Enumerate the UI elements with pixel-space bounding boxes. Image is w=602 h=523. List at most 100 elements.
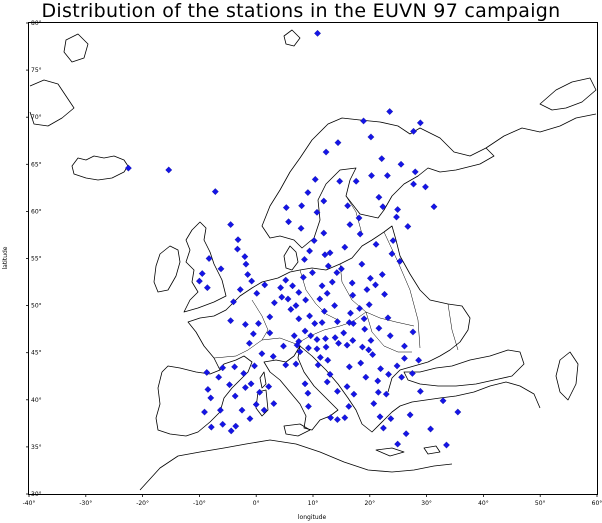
y-tick-label: 55° <box>31 256 42 263</box>
station-marker <box>362 373 370 381</box>
station-marker <box>203 369 211 376</box>
station-marker <box>238 406 246 414</box>
station-marker <box>334 139 342 147</box>
x-tick-label: -20° <box>136 500 149 507</box>
station-marker <box>323 289 331 297</box>
station-marker <box>124 164 132 172</box>
station-marker <box>324 262 332 270</box>
station-marker <box>348 279 356 287</box>
station-marker <box>363 286 371 293</box>
y-tick-label: 45° <box>31 350 42 357</box>
station-marker <box>372 240 380 248</box>
x-tick-label: 10° <box>308 500 319 507</box>
station-marker <box>217 406 224 414</box>
station-marker <box>386 332 394 340</box>
station-marker <box>204 386 212 393</box>
station-marker <box>393 213 400 221</box>
station-marker <box>336 177 344 185</box>
station-marker <box>416 387 424 395</box>
station-marker <box>227 427 235 435</box>
station-marker <box>241 253 249 261</box>
station-marker <box>240 370 248 377</box>
x-tick-label: 60° <box>592 500 602 507</box>
station-marker <box>314 29 321 37</box>
station-marker <box>352 177 360 185</box>
station-marker <box>349 320 357 327</box>
y-axis-ticks: 30° 35° 40° 45° 50° 55° 60° 65° 70° 75° 80° <box>26 20 42 498</box>
station-marker <box>322 335 329 342</box>
station-marker <box>203 284 211 292</box>
station-marker <box>367 133 375 141</box>
station-marker <box>368 172 375 180</box>
station-marker <box>427 425 434 433</box>
station-marker <box>285 218 292 226</box>
station-marker <box>278 293 286 301</box>
station-marker <box>367 337 375 344</box>
station-marker <box>377 365 385 373</box>
station-marker <box>324 356 332 364</box>
station-marker <box>387 415 395 423</box>
station-marker <box>410 180 417 188</box>
station-marker <box>358 260 366 268</box>
station-marker <box>349 337 357 344</box>
station-marker <box>301 256 308 263</box>
station-marker <box>282 204 290 212</box>
station-marker <box>282 276 290 284</box>
station-marker <box>415 356 423 364</box>
station-marker <box>198 270 206 277</box>
station-marker <box>355 214 363 222</box>
station-marker <box>287 305 295 313</box>
station-marker <box>304 189 312 196</box>
y-tick-label: 80° <box>31 20 42 27</box>
station-marker <box>404 223 412 230</box>
station-marker <box>266 329 274 337</box>
station-marker <box>297 224 305 232</box>
station-marker <box>388 250 396 258</box>
station-marker <box>356 230 364 238</box>
station-marker <box>244 271 252 278</box>
station-marker <box>266 313 274 321</box>
station-marker <box>320 307 328 315</box>
station-marker <box>316 295 324 303</box>
station-marker <box>234 236 242 244</box>
station-marker <box>374 388 382 396</box>
station-marker <box>309 269 316 277</box>
station-marker <box>282 361 290 369</box>
station-marker <box>252 401 260 408</box>
station-marker <box>241 384 249 391</box>
station-marker <box>217 265 225 273</box>
station-marker <box>265 383 273 391</box>
station-marker <box>322 148 330 156</box>
station-marker <box>375 193 383 201</box>
station-marker <box>385 370 392 378</box>
station-marker <box>378 271 386 278</box>
station-marker <box>334 318 341 326</box>
station-marker <box>307 332 315 340</box>
station-marker <box>409 328 417 336</box>
station-marker <box>205 255 213 262</box>
station-marker <box>393 362 401 370</box>
station-marker <box>234 245 241 253</box>
station-marker <box>292 302 300 310</box>
station-marker <box>295 315 303 323</box>
station-marker <box>379 203 387 211</box>
station-marker <box>296 348 304 356</box>
station-marker <box>347 309 354 317</box>
station-marker <box>394 206 402 213</box>
station-marker <box>402 430 410 438</box>
station-marker <box>366 274 374 282</box>
station-marker <box>201 408 208 416</box>
station-marker <box>341 243 349 251</box>
station-marker <box>326 249 334 257</box>
y-tick-label: 30° <box>31 491 42 498</box>
station-marker <box>382 390 390 398</box>
station-marker <box>345 363 353 371</box>
station-marker <box>289 282 296 290</box>
y-axis-label: latitude <box>2 246 9 269</box>
station-marker <box>313 336 321 343</box>
station-marker <box>376 413 384 421</box>
station-marker <box>231 363 239 371</box>
station-marker <box>326 370 334 378</box>
station-marker <box>406 411 414 419</box>
station-marker <box>331 334 339 342</box>
